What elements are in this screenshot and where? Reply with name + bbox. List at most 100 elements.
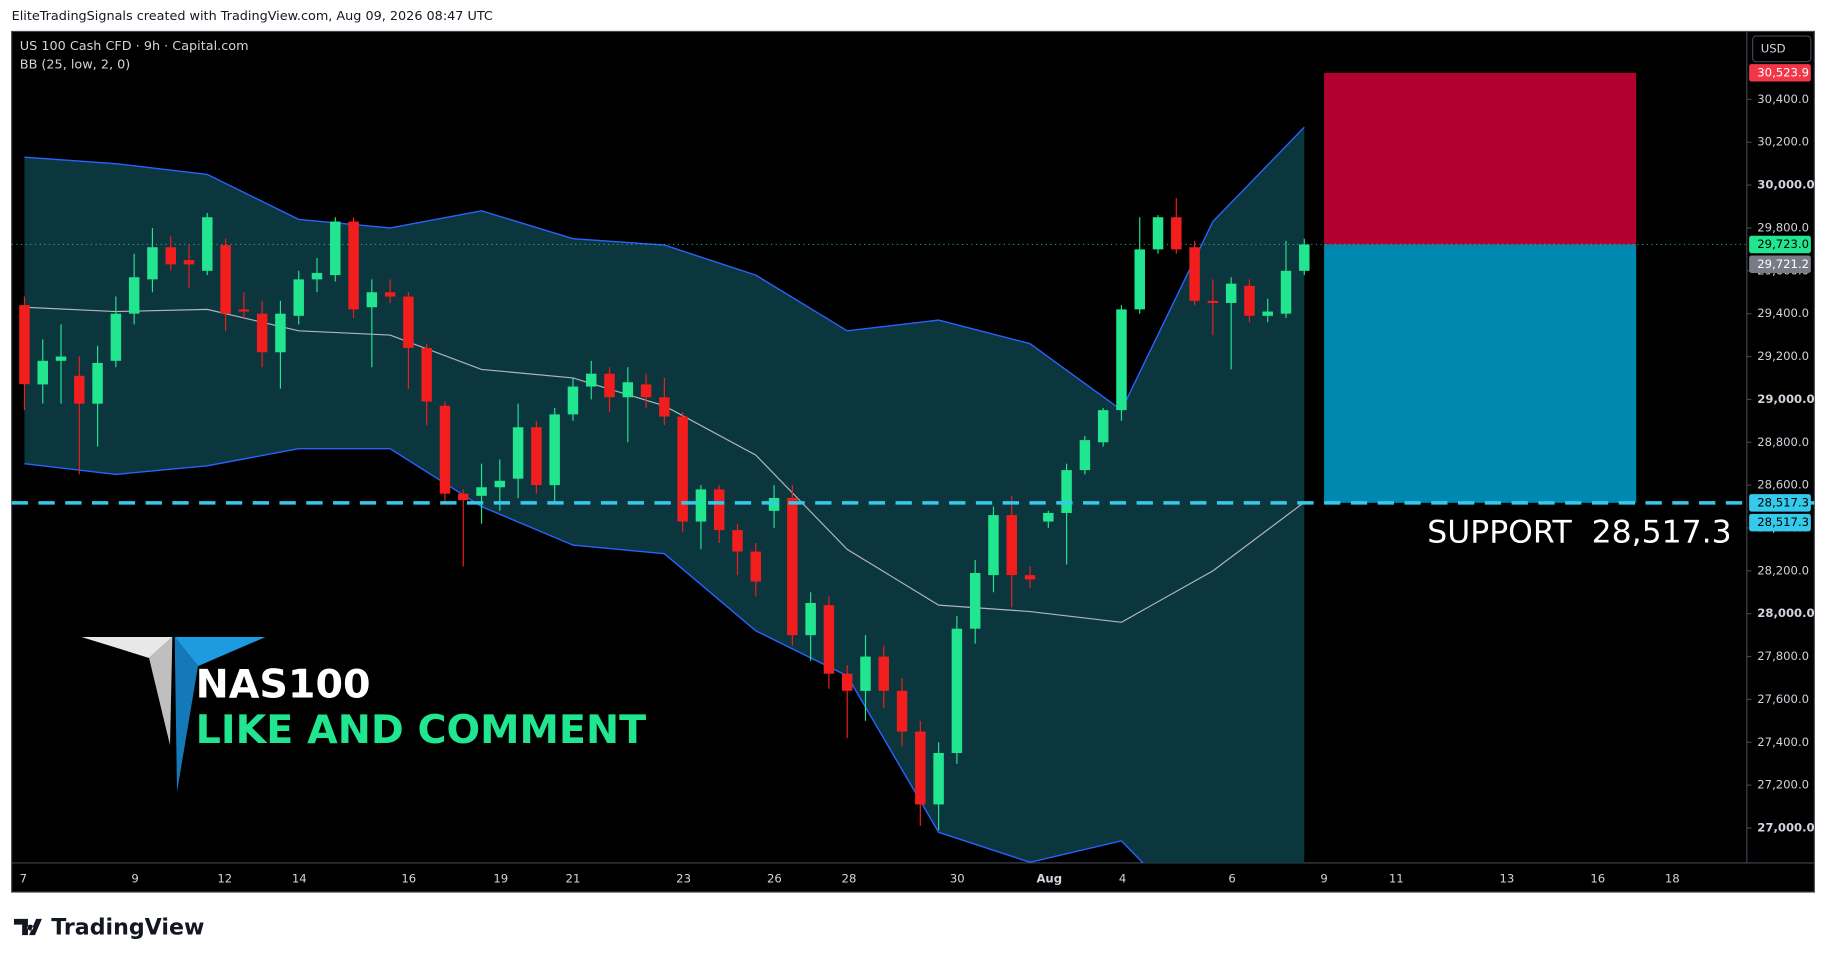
candle-body <box>860 656 871 691</box>
candle-body <box>549 414 560 486</box>
candle-body <box>1189 247 1200 301</box>
y-tick-label: 30,200.0 <box>1757 135 1809 149</box>
candle-body <box>311 272 323 280</box>
price-tag-label: 28,517.3 <box>1757 515 1809 529</box>
candle-body <box>494 480 506 488</box>
x-tick-label: 16 <box>1590 872 1605 886</box>
price-tag <box>1749 64 1811 82</box>
logo-blue <box>174 637 266 667</box>
y-tick-label: 27,000.0 <box>1757 820 1814 834</box>
candle-body <box>1299 244 1310 271</box>
candle-body <box>732 530 743 552</box>
price-tag <box>1749 235 1811 254</box>
candle-body <box>805 602 816 636</box>
x-tick-label: 28 <box>842 872 857 886</box>
candle-body <box>92 362 103 404</box>
y-tick-label: 28,800.0 <box>1757 435 1809 449</box>
price-tag-label: 29,723.0 <box>1757 237 1809 251</box>
candle-body <box>915 731 926 805</box>
y-tick-label: 28,000.0 <box>1757 606 1814 620</box>
candle-body <box>1207 300 1219 303</box>
candle-body <box>165 247 176 265</box>
candle-body <box>1006 515 1017 576</box>
support-label: SUPPORT 28,517.3 <box>1427 514 1731 550</box>
price-tag-label: 28,517.3 <box>1757 495 1809 509</box>
x-tick-label: 12 <box>217 872 232 886</box>
candle-body <box>1152 217 1164 250</box>
candle-body <box>1024 575 1036 580</box>
x-tick-label: 11 <box>1389 872 1404 886</box>
currency[interactable]: USD <box>1761 41 1786 55</box>
x-tick-label: 7 <box>20 872 27 886</box>
price-tag <box>1749 494 1811 512</box>
candle-body <box>988 515 999 576</box>
candle-body <box>19 305 30 385</box>
candle-body <box>531 427 542 486</box>
candle-body <box>1043 512 1054 522</box>
candle-body <box>110 313 122 361</box>
candle-body <box>348 221 359 310</box>
candle-body <box>439 405 451 494</box>
price-tag-label: 29,721.2 <box>1757 257 1809 271</box>
candle-body <box>604 373 615 398</box>
candle-body <box>275 313 286 353</box>
candle-body <box>458 493 469 501</box>
candle-body <box>366 292 378 308</box>
x-tick-label: 14 <box>292 872 307 886</box>
candle-body <box>1079 440 1091 471</box>
brand-name: TradingView <box>51 915 204 941</box>
brand: TradingView <box>13 915 204 941</box>
candle-body <box>695 489 707 522</box>
candle-body <box>1134 249 1145 310</box>
candle-body <box>37 360 48 385</box>
indicator-legend: BB (25, low, 2, 0) <box>20 58 130 73</box>
y-tick-label: 27,200.0 <box>1757 778 1809 792</box>
candle-body <box>1171 217 1182 250</box>
currency-button[interactable] <box>1752 35 1812 63</box>
candle-body <box>1061 470 1072 513</box>
x-tick-label: 21 <box>566 872 581 886</box>
candle-body <box>1116 309 1127 411</box>
logo <box>81 637 266 792</box>
y-tick-label: 29,800.0 <box>1757 220 1809 234</box>
credit: EliteTradingSignals created with Trading… <box>12 9 493 24</box>
x-tick-label: 18 <box>1665 872 1680 886</box>
y-tick-label: 28,200.0 <box>1757 563 1809 577</box>
x-tick-label: Aug <box>1036 872 1062 886</box>
y-tick-label: 27,800.0 <box>1757 649 1809 663</box>
logo-white-shade <box>149 637 173 746</box>
candle-body <box>1280 270 1292 314</box>
x-tick-label: 23 <box>676 872 691 886</box>
candle-body <box>476 487 487 496</box>
candle-body <box>1225 283 1237 303</box>
candle-body <box>238 309 250 312</box>
symbol-legend: US 100 Cash CFD · 9h · Capital.com <box>20 39 249 54</box>
candle-body <box>421 347 432 402</box>
candle-body <box>384 292 396 297</box>
candle-body <box>256 313 268 353</box>
axes: 27,000.0 27,200.0 27,400.0 27,600.0 27,800.0… <box>11 64 1815 886</box>
x-tick-label: 16 <box>401 872 416 886</box>
y-tick-label: 29,000.0 <box>1757 392 1814 406</box>
x-tick-label: 6 <box>1228 872 1235 886</box>
x-tick-label: 26 <box>767 872 782 886</box>
band-lower <box>24 447 1144 863</box>
candle-body <box>969 572 981 629</box>
logo-white <box>81 637 173 658</box>
candle-body <box>567 386 579 415</box>
x-tick-label: 13 <box>1500 872 1515 886</box>
price-tag <box>1749 255 1811 273</box>
plot-area <box>11 72 1747 863</box>
target-zone <box>1324 244 1637 503</box>
candle-body <box>1244 285 1255 316</box>
candle-body <box>147 247 158 280</box>
candle-body <box>1262 311 1273 316</box>
band-upper <box>24 126 1305 412</box>
band-fill <box>24 127 1305 863</box>
candle-body <box>823 605 835 674</box>
y-tick-label: 29,400.0 <box>1757 306 1809 320</box>
candle-body <box>878 656 890 691</box>
y-tick-label: 28,600.0 <box>1757 478 1809 492</box>
candle-body <box>750 551 762 582</box>
price-tag-label: 30,523.9 <box>1757 65 1809 79</box>
